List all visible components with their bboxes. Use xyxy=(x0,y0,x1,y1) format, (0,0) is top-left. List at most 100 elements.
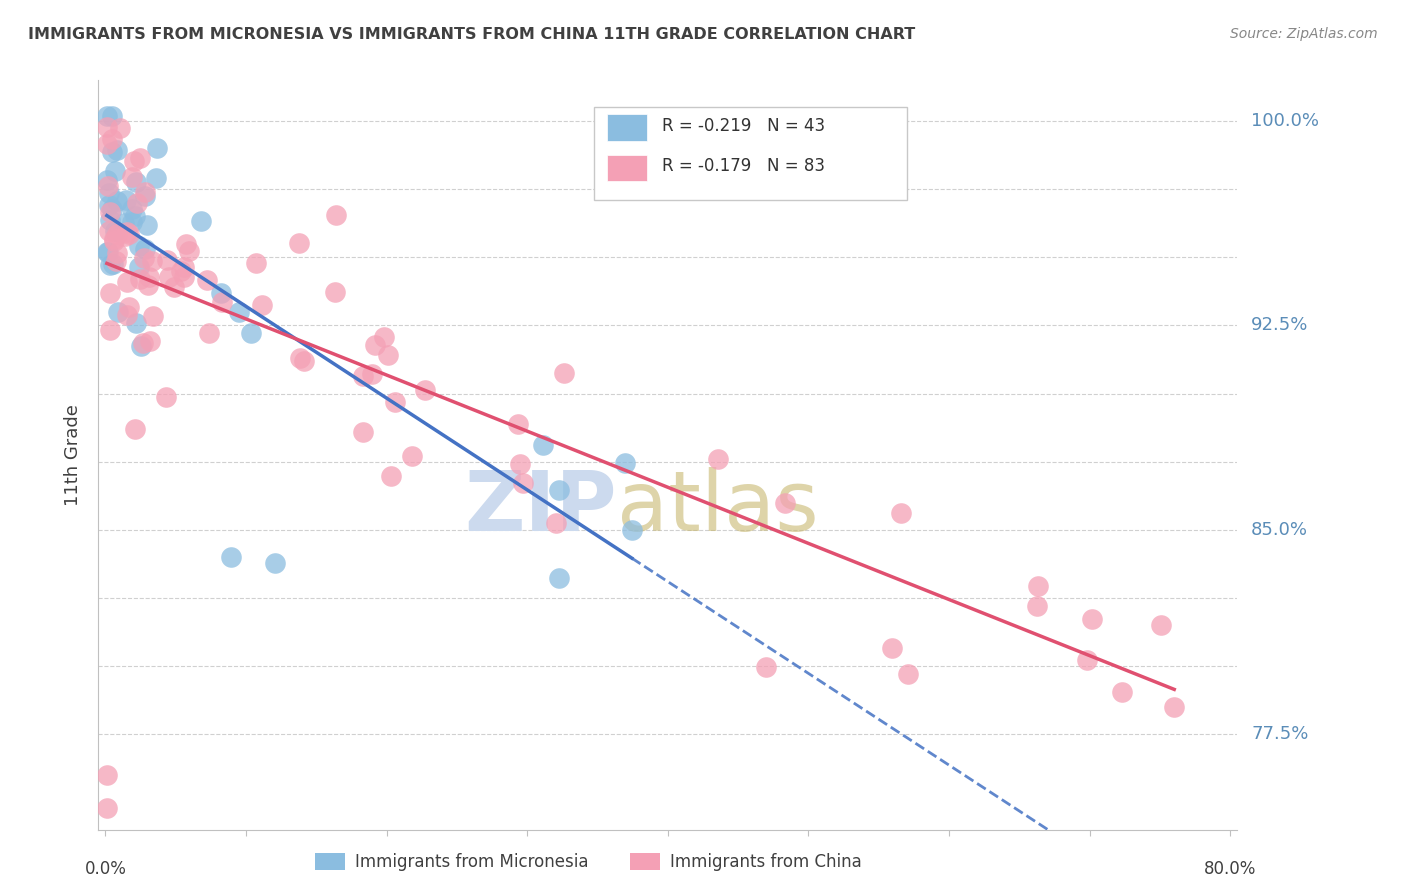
Point xyxy=(155,253,177,268)
Point xyxy=(198,326,221,341)
Point xyxy=(195,272,218,286)
Point xyxy=(101,109,124,123)
Point xyxy=(1081,612,1104,626)
Point xyxy=(129,339,152,353)
Point xyxy=(101,145,124,159)
Point xyxy=(138,334,160,349)
Point xyxy=(880,641,903,656)
Point xyxy=(620,524,643,538)
Point xyxy=(105,143,128,157)
Text: Source: ZipAtlas.com: Source: ZipAtlas.com xyxy=(1230,27,1378,41)
Point xyxy=(373,330,395,344)
Point xyxy=(97,179,120,194)
Point xyxy=(755,660,778,674)
Text: 85.0%: 85.0% xyxy=(1251,521,1308,539)
Point xyxy=(96,173,118,187)
Point xyxy=(1149,618,1171,632)
Point xyxy=(96,801,118,815)
Point xyxy=(100,285,122,300)
Point xyxy=(134,251,156,265)
Point xyxy=(96,245,118,260)
Point xyxy=(706,451,728,466)
Point xyxy=(108,120,131,135)
Point xyxy=(128,260,150,275)
Point xyxy=(250,298,273,312)
Point xyxy=(115,225,138,239)
Point xyxy=(118,227,141,241)
Point xyxy=(103,234,125,248)
Point xyxy=(245,256,267,270)
Y-axis label: 11th Grade: 11th Grade xyxy=(63,404,82,506)
Point xyxy=(145,141,167,155)
Point xyxy=(128,271,150,285)
Point xyxy=(97,198,120,212)
FancyBboxPatch shape xyxy=(607,114,647,141)
Point xyxy=(553,366,575,380)
Point xyxy=(323,285,346,299)
Point xyxy=(107,305,129,319)
Point xyxy=(509,457,531,471)
Point xyxy=(98,213,121,227)
Point xyxy=(105,194,128,208)
FancyBboxPatch shape xyxy=(607,155,647,181)
Text: 100.0%: 100.0% xyxy=(1251,112,1319,130)
Point xyxy=(101,257,124,271)
Point xyxy=(1076,653,1098,667)
Point xyxy=(325,208,347,222)
Point xyxy=(112,216,135,230)
Point xyxy=(546,516,568,530)
Point xyxy=(1163,700,1185,714)
Point xyxy=(134,242,156,256)
Point xyxy=(104,163,127,178)
Point xyxy=(508,417,530,432)
Point xyxy=(401,450,423,464)
Point xyxy=(288,235,311,250)
Point xyxy=(173,260,195,274)
Point xyxy=(209,286,232,301)
Point xyxy=(142,309,165,323)
Point xyxy=(134,189,156,203)
Point xyxy=(97,186,120,201)
Point xyxy=(173,270,195,285)
Point xyxy=(377,348,399,362)
Point xyxy=(415,383,437,397)
Point xyxy=(105,246,128,260)
Point xyxy=(138,278,160,293)
Point xyxy=(96,768,118,782)
Point xyxy=(138,270,160,285)
Point xyxy=(132,335,155,350)
Point xyxy=(1026,599,1049,614)
Point xyxy=(380,469,402,483)
Point xyxy=(288,351,311,366)
Text: 92.5%: 92.5% xyxy=(1251,317,1309,334)
Text: 80.0%: 80.0% xyxy=(1204,860,1257,878)
Point xyxy=(121,215,143,229)
Text: ZIP: ZIP xyxy=(464,467,617,548)
Text: 77.5%: 77.5% xyxy=(1251,725,1309,743)
Point xyxy=(118,301,141,315)
FancyBboxPatch shape xyxy=(593,106,907,200)
Point xyxy=(512,475,534,490)
Point xyxy=(174,237,197,252)
Point xyxy=(117,275,139,289)
Point xyxy=(121,169,143,184)
Point xyxy=(125,176,148,190)
Point xyxy=(105,227,128,242)
Point xyxy=(228,305,250,319)
Point xyxy=(105,254,128,268)
Text: IMMIGRANTS FROM MICRONESIA VS IMMIGRANTS FROM CHINA 11TH GRADE CORRELATION CHART: IMMIGRANTS FROM MICRONESIA VS IMMIGRANTS… xyxy=(28,27,915,42)
Point xyxy=(352,369,374,384)
Text: atlas: atlas xyxy=(617,467,818,548)
Point xyxy=(98,258,121,272)
Point xyxy=(1111,685,1133,699)
Point xyxy=(548,571,571,585)
Point xyxy=(96,109,118,123)
Point xyxy=(163,279,186,293)
Point xyxy=(122,154,145,169)
Point xyxy=(219,550,242,565)
Point xyxy=(360,368,382,382)
Point xyxy=(128,151,150,165)
Point xyxy=(114,229,136,244)
Point xyxy=(136,218,159,232)
Point xyxy=(134,185,156,199)
